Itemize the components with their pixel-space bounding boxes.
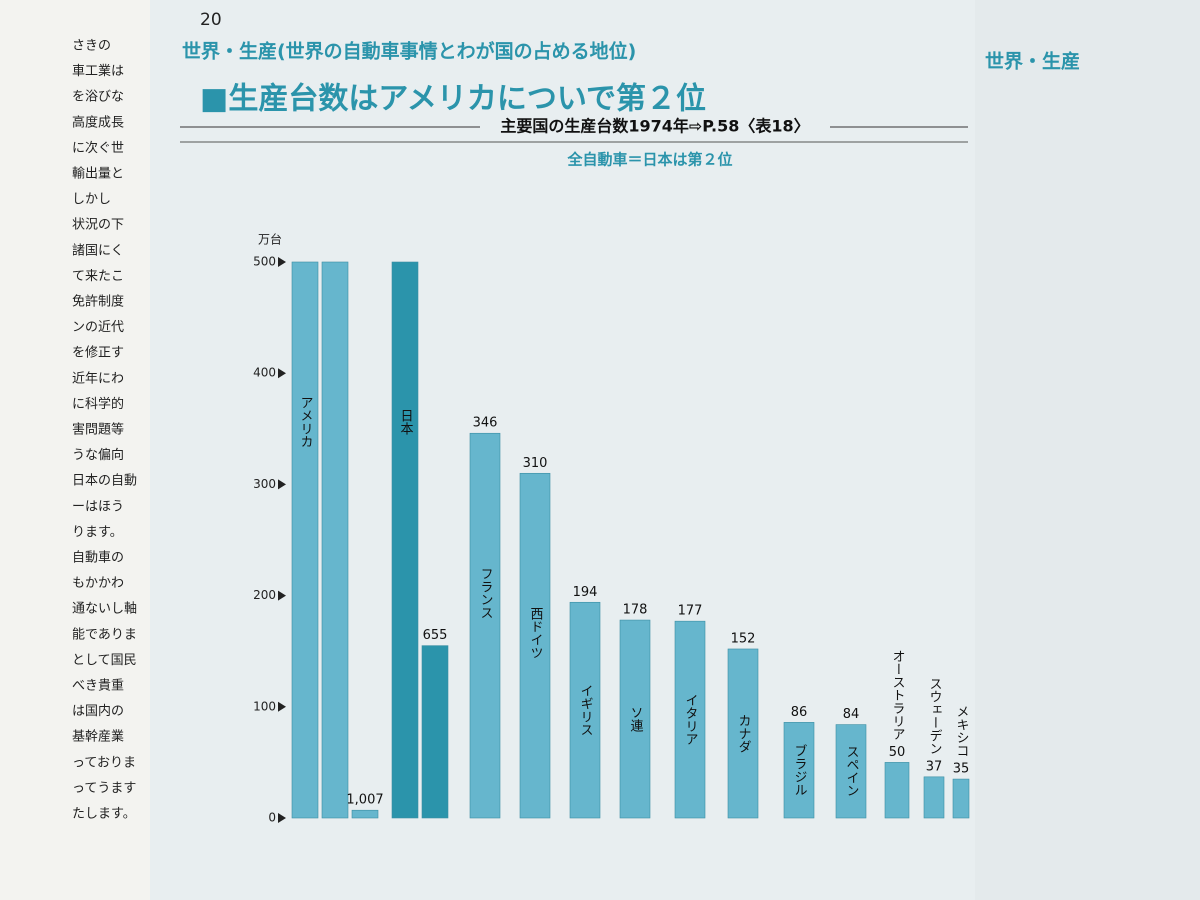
category-label: フランス bbox=[478, 567, 493, 619]
value-label: 194 bbox=[573, 585, 598, 600]
tick-mark bbox=[278, 813, 286, 823]
chart-title: 全自動車＝日本は第２位 bbox=[566, 151, 732, 169]
bar-segment bbox=[421, 645, 449, 819]
bar-segment bbox=[674, 620, 706, 819]
side-text: ーはほう bbox=[72, 499, 124, 514]
side-text: たします。 bbox=[72, 807, 136, 822]
side-text: ってうます bbox=[72, 781, 136, 796]
bar-segment bbox=[727, 648, 759, 819]
side-text: ります。 bbox=[72, 525, 123, 540]
side-text: は国内の bbox=[72, 703, 124, 719]
value-label: 37 bbox=[926, 759, 943, 774]
category-label: 西ドイツ bbox=[528, 607, 544, 659]
bar-segment bbox=[619, 619, 651, 819]
subheading: 主要国の生産台数1974年⇨P.58〈表18〉 bbox=[500, 117, 809, 136]
value-label: 178 bbox=[623, 603, 648, 618]
side-text: っておりま bbox=[72, 755, 136, 770]
side-text: を浴びな bbox=[72, 90, 124, 105]
bar-segment bbox=[569, 601, 601, 819]
value-label: 84 bbox=[843, 707, 860, 722]
side-text: 基幹産業 bbox=[72, 729, 124, 745]
category-label: ブラジル bbox=[792, 744, 807, 797]
value-label: 35 bbox=[953, 762, 970, 777]
value-label: 1,007 bbox=[346, 793, 383, 808]
side-text: 能でありま bbox=[72, 627, 137, 642]
value-label: 655 bbox=[423, 628, 448, 643]
value-label: 152 bbox=[731, 631, 756, 646]
y-unit: 万台 bbox=[258, 232, 282, 247]
y-tick-label: 0 bbox=[268, 811, 276, 825]
bar-segment bbox=[391, 261, 419, 819]
side-text: 高度成長 bbox=[72, 114, 124, 130]
side-text: べき貴重 bbox=[72, 678, 124, 694]
category-label: アメリカ bbox=[298, 396, 313, 448]
left-page bbox=[0, 0, 150, 900]
side-text: もかかわ bbox=[72, 576, 124, 591]
category-label: スペイン bbox=[844, 745, 860, 797]
right-page bbox=[975, 0, 1200, 900]
side-text: 近年にわ bbox=[72, 371, 124, 386]
tick-mark bbox=[278, 368, 286, 379]
value-label: 50 bbox=[889, 745, 906, 760]
side-text: 状況の下 bbox=[72, 218, 124, 233]
tick-mark bbox=[278, 257, 286, 267]
category-label: イタリア bbox=[683, 694, 698, 746]
side-text: 輸出量と bbox=[72, 167, 124, 182]
bar-segment bbox=[469, 432, 501, 819]
category-label: ソ連 bbox=[628, 706, 644, 733]
bar-segment bbox=[291, 261, 319, 819]
side-text: 車工業は bbox=[72, 63, 124, 79]
y-tick-label: 200 bbox=[253, 588, 276, 602]
side-text: さきの bbox=[72, 39, 111, 54]
tick-mark bbox=[278, 479, 286, 490]
side-text: を修正す bbox=[72, 346, 124, 361]
value-label: 177 bbox=[678, 604, 703, 619]
value-label: 346 bbox=[473, 416, 498, 431]
y-tick-label: 400 bbox=[253, 366, 276, 380]
side-text: 害問題等 bbox=[72, 422, 124, 438]
plot: 1,007 アメリカ 655 日本 346 フランス 310 西ドイツ 194 イギリス 178 ソ連… bbox=[291, 261, 970, 819]
side-text: ンの近代 bbox=[72, 320, 124, 335]
bar-segment bbox=[884, 762, 910, 819]
value-label: 310 bbox=[523, 456, 548, 471]
value-label: 86 bbox=[791, 705, 808, 720]
bar-segment bbox=[351, 809, 379, 819]
headline: ■生産台数はアメリカについで第２位 bbox=[200, 82, 706, 117]
category-label: カナダ bbox=[736, 714, 751, 753]
side-text: 諸国にく bbox=[72, 242, 124, 258]
side-text: として国民 bbox=[72, 653, 137, 668]
side-text: に次ぐ世 bbox=[72, 140, 124, 156]
section-header: 世界・生産(世界の自動車事情とわが国の占める地位) bbox=[182, 40, 636, 63]
bar-segment bbox=[952, 778, 970, 819]
side-text: 日本の自動 bbox=[72, 474, 137, 489]
tick-mark bbox=[278, 701, 286, 712]
y-tick-label: 100 bbox=[253, 699, 276, 713]
category-label: スウェーデン bbox=[927, 677, 942, 755]
side-text: に科学的 bbox=[72, 396, 124, 412]
bar-segment bbox=[923, 776, 945, 819]
category-label: イギリス bbox=[578, 684, 593, 736]
side-text: て来たこ bbox=[72, 269, 124, 284]
side-text: 自動車の bbox=[72, 551, 124, 566]
page-number: 20 bbox=[200, 10, 222, 30]
side-text: うな偏向 bbox=[72, 447, 124, 463]
side-text: 免許制度 bbox=[72, 294, 124, 310]
bar-segment bbox=[835, 724, 867, 819]
bar-segment bbox=[321, 261, 349, 819]
tick-mark bbox=[278, 590, 286, 601]
side-text: しかし bbox=[72, 192, 111, 207]
y-tick-label: 300 bbox=[253, 477, 276, 491]
category-label: オーストラリア bbox=[890, 649, 905, 740]
y-tick-label: 500 bbox=[253, 255, 276, 269]
category-label: メキシコ bbox=[954, 705, 969, 757]
right-section-header: 世界・生産 bbox=[985, 50, 1080, 73]
category-label: 日本 bbox=[398, 409, 414, 435]
bar-segment bbox=[783, 722, 815, 819]
side-text: 通ないし軸 bbox=[72, 602, 137, 617]
bar-segment bbox=[519, 472, 551, 819]
